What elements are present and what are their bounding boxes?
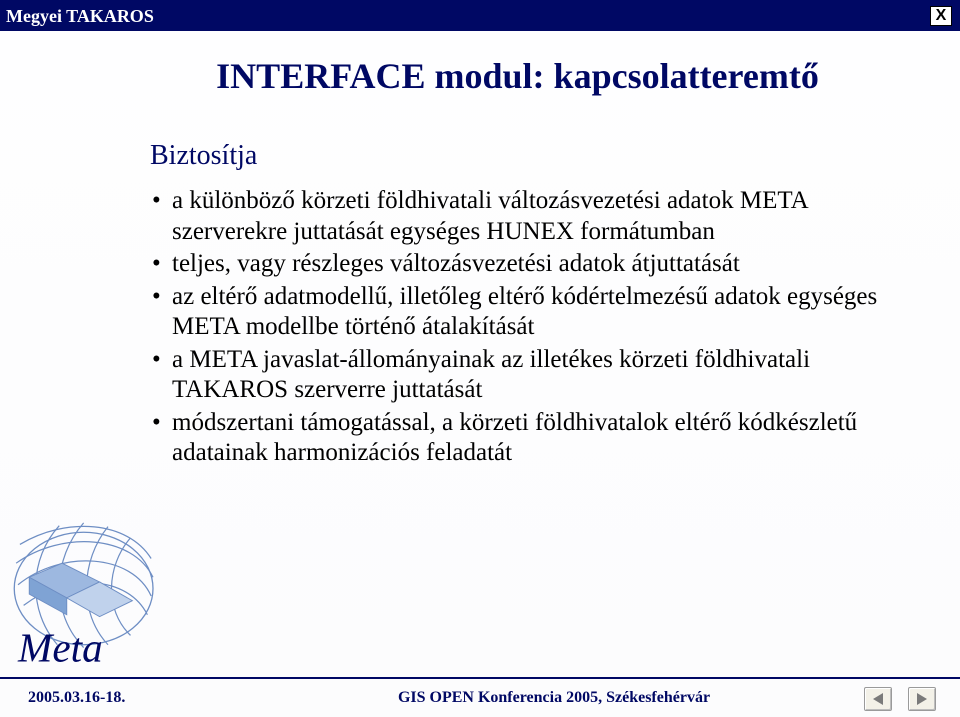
slide: Megyei TAKAROS X INTERFACE modul: kapcso… [0,0,960,717]
title-bar: Megyei TAKAROS X [0,0,960,28]
list-item: teljes, vagy részleges változásvezetési … [150,249,900,280]
chevron-left-icon [873,693,883,705]
bullet-list: a különböző körzeti földhivatali változá… [150,186,900,469]
slide-title: INTERFACE modul: kapcsolatteremtő [135,55,900,97]
nav-buttons [864,687,936,711]
window-title: Megyei TAKAROS [6,6,154,27]
list-item: módszertani támogatással, a körzeti föld… [150,408,900,469]
slide-body: Biztosítja a különböző körzeti földhivat… [150,140,900,471]
close-button[interactable]: X [930,6,952,26]
footer: 2005.03.16-18. GIS OPEN Konferencia 2005… [0,679,960,717]
meta-logo-svg: Meta [8,521,163,671]
list-item: a különböző körzeti földhivatali változá… [150,186,900,247]
meta-logo: Meta [8,521,163,671]
footer-date: 2005.03.16-18. [28,689,228,707]
header-rule [0,28,960,31]
next-button[interactable] [908,687,936,711]
prev-button[interactable] [864,687,892,711]
lead-text: Biztosítja [150,140,900,172]
logo-text: Meta [17,625,103,671]
list-item: az eltérő adatmodellű, illetőleg eltérő … [150,282,900,343]
list-item: a META javaslat-állományainak az illeték… [150,345,900,406]
chevron-right-icon [917,693,927,705]
close-icon: X [936,7,947,25]
footer-center: GIS OPEN Konferencia 2005, Székesfehérvá… [228,689,960,707]
